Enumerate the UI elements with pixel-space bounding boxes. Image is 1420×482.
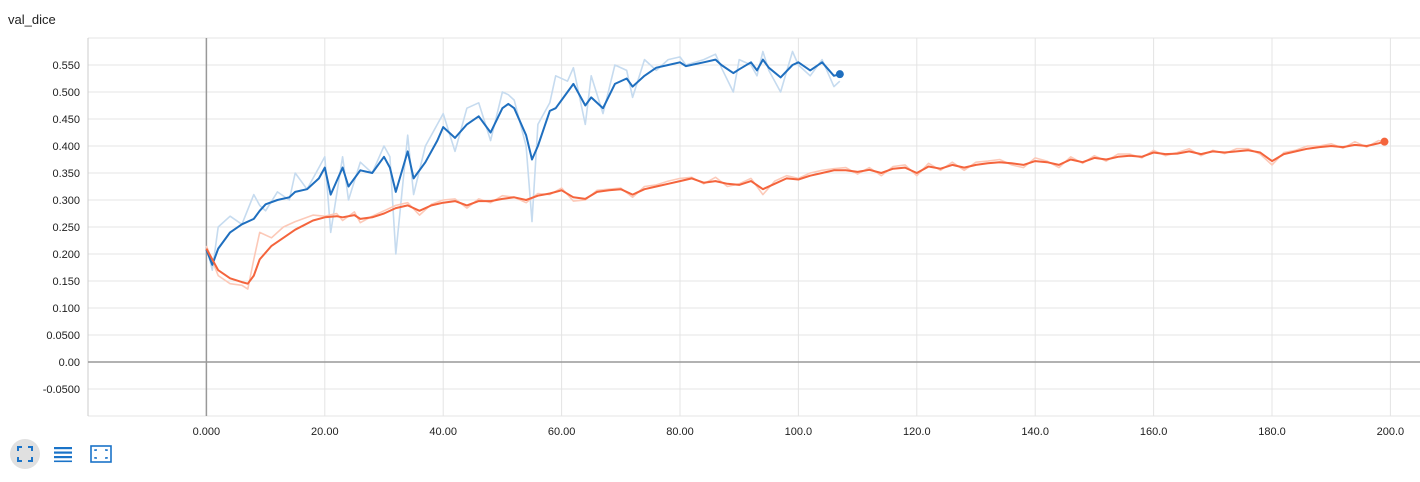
fullscreen-icon — [17, 446, 33, 462]
y-tick-label: 0.350 — [52, 168, 80, 180]
x-tick-label: 40.00 — [429, 426, 457, 438]
smoothed-line-series-2 — [205, 140, 1385, 285]
y-tick-label: 0.400 — [52, 141, 80, 153]
x-tick-label: 200.0 — [1377, 426, 1405, 438]
fullscreen-button[interactable] — [10, 439, 40, 469]
raw-line-series-1 — [205, 50, 841, 272]
y-tick-label: 0.0500 — [46, 330, 80, 342]
y-tick-label: 0.150 — [52, 276, 80, 288]
raw-line-series-2 — [205, 139, 1385, 290]
x-tick-label: 140.0 — [1021, 426, 1049, 438]
y-tick-label: 0.100 — [52, 303, 80, 315]
y-tick-label: 0.00 — [59, 357, 80, 369]
y-tick-label: -0.0500 — [43, 384, 80, 396]
x-tick-label: 60.00 — [548, 426, 576, 438]
fit-domain-button[interactable] — [86, 439, 116, 469]
chart-title: val_dice — [8, 12, 56, 27]
y-tick-label: 0.500 — [52, 87, 80, 99]
last-point-marker-series-2 — [1380, 137, 1389, 146]
x-tick-label: 180.0 — [1258, 426, 1286, 438]
list-lines-icon — [54, 447, 72, 463]
fit-domain-icon — [90, 445, 112, 463]
x-tick-label: 20.00 — [311, 426, 339, 438]
y-tick-label: 0.250 — [52, 222, 80, 234]
x-tick-label: 120.0 — [903, 426, 931, 438]
y-tick-label: 0.200 — [52, 249, 80, 261]
raw-series — [205, 50, 1385, 290]
axes — [87, 38, 1420, 416]
grid — [87, 37, 1420, 417]
chart-toolbar — [10, 438, 116, 470]
x-tick-label: 100.0 — [785, 426, 813, 438]
y-tick-label: 0.300 — [52, 195, 80, 207]
smoothed-line-series-1 — [205, 58, 841, 266]
y-tick-label: 0.450 — [52, 114, 80, 126]
last-point-marker-series-1 — [835, 70, 844, 79]
toggle-data-button[interactable] — [48, 439, 78, 469]
smoothed-series — [205, 58, 1389, 285]
x-tick-label: 80.00 — [666, 426, 694, 438]
y-tick-label: 0.550 — [52, 60, 80, 72]
tick-labels: -0.0500 0.00 0.0500 0.100 0.150 0.200 0.250 0.3… — [43, 60, 1404, 438]
x-tick-label: 160.0 — [1140, 426, 1168, 438]
x-tick-label: 0.000 — [193, 426, 221, 438]
